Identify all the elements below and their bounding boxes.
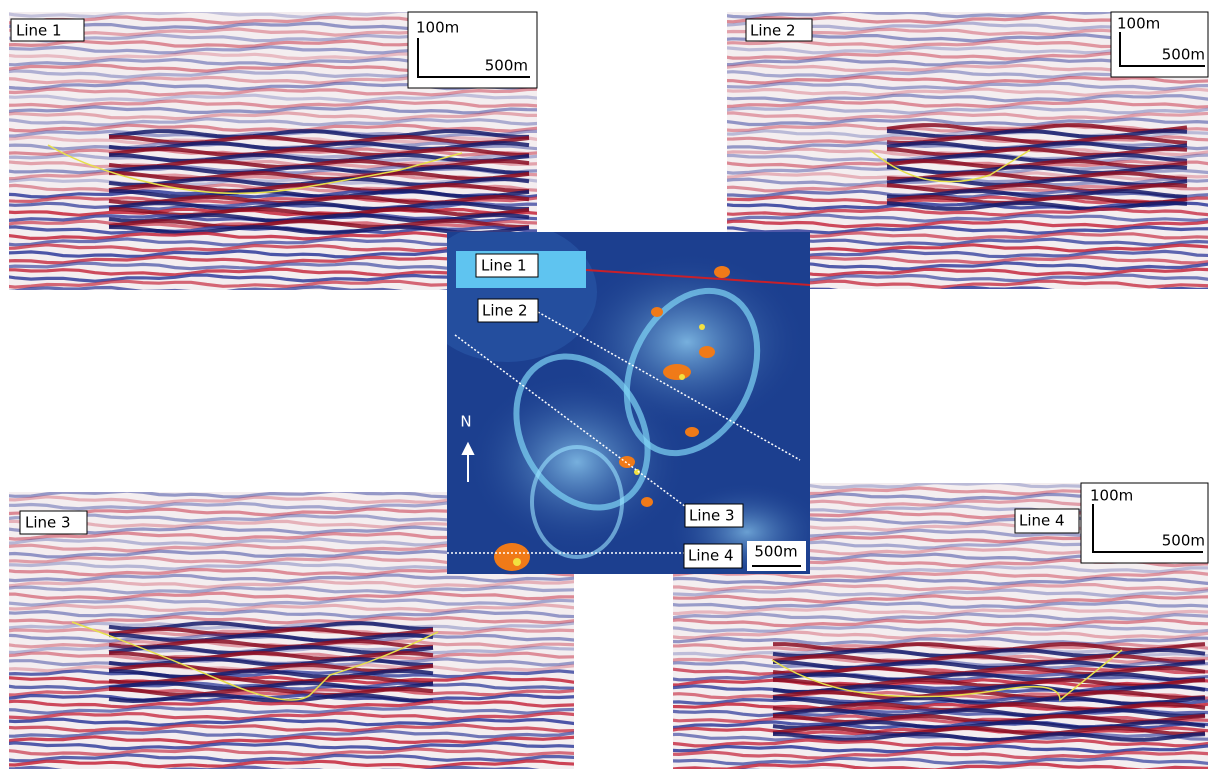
scale-vertical: 100m (1090, 487, 1133, 505)
panel-label: Line 1 (11, 19, 84, 41)
figure: Line 1 Line 2 Line 3 Line 4 100m 500m 10… (0, 0, 1209, 769)
map: Line 1 Line 2 Line 3 Line 4 N 500m (417, 222, 827, 582)
north-label: N (460, 413, 471, 431)
panel-label: Line 4 (1015, 509, 1079, 533)
scale-box: 100m 500m (1111, 12, 1208, 77)
map-line-label: Line 2 (482, 302, 528, 320)
label-text: Line 4 (1019, 512, 1065, 530)
label-text: Line 2 (750, 22, 796, 40)
label-text: Line 1 (16, 22, 62, 40)
scale-horizontal: 500m (485, 57, 528, 75)
page: Line 1 Line 2 Line 3 Line 4 100m 500m 10… (0, 0, 1209, 773)
panel-label: Line 3 (20, 511, 87, 534)
map-line-label: Line 4 (688, 547, 734, 565)
scale-vertical: 100m (416, 19, 459, 37)
scale-vertical: 100m (1117, 15, 1160, 33)
scale-box: 100m 500m (408, 12, 537, 88)
map-line-label: Line 1 (481, 257, 527, 275)
scale-horizontal: 500m (1162, 532, 1205, 550)
map-line-label: Line 3 (689, 507, 735, 525)
panel-label: Line 2 (746, 19, 812, 41)
map-scale-label: 500m (754, 543, 797, 561)
label-text: Line 3 (25, 514, 71, 532)
scale-box: 100m 500m (1081, 483, 1208, 563)
scale-horizontal: 500m (1162, 46, 1205, 64)
